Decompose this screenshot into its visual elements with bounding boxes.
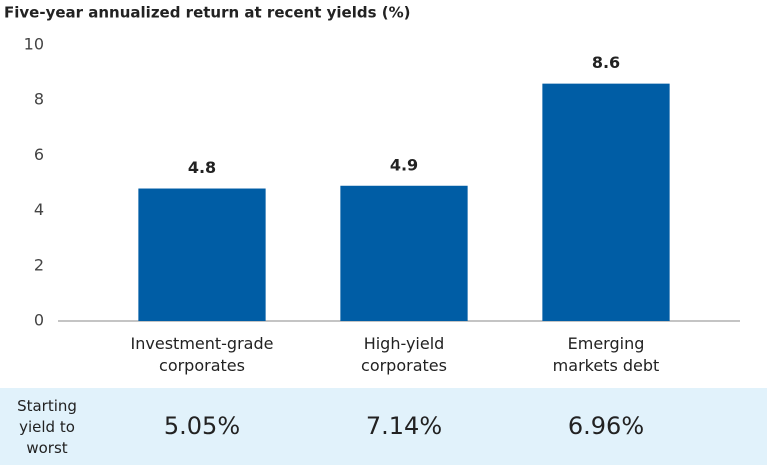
table-cell: 7.14% xyxy=(365,412,443,440)
data-label: 4.9 xyxy=(390,155,418,174)
y-tick-label: 10 xyxy=(24,35,44,54)
data-label: 4.8 xyxy=(188,158,216,177)
table-row-label: Starting yield to worst xyxy=(17,397,77,457)
y-tick-label: 4 xyxy=(34,200,44,219)
x-tick-label: High-yield corporates xyxy=(361,334,447,375)
x-tick-label: Investment-grade corporates xyxy=(130,334,274,375)
bar xyxy=(542,83,670,321)
bar xyxy=(340,185,468,321)
y-tick-label: 0 xyxy=(34,311,44,330)
y-tick-label: 6 xyxy=(34,145,44,164)
y-tick-label: 2 xyxy=(34,255,44,274)
y-tick-label: 8 xyxy=(34,90,44,109)
bar xyxy=(138,188,266,321)
table-cell: 5.05% xyxy=(163,412,241,440)
x-tick-label: Emerging markets debt xyxy=(552,334,660,375)
table-band xyxy=(0,388,767,465)
data-label: 8.6 xyxy=(592,53,620,72)
table-cell: 6.96% xyxy=(567,412,645,440)
chart-title: Five-year annualized return at recent yi… xyxy=(4,4,411,22)
